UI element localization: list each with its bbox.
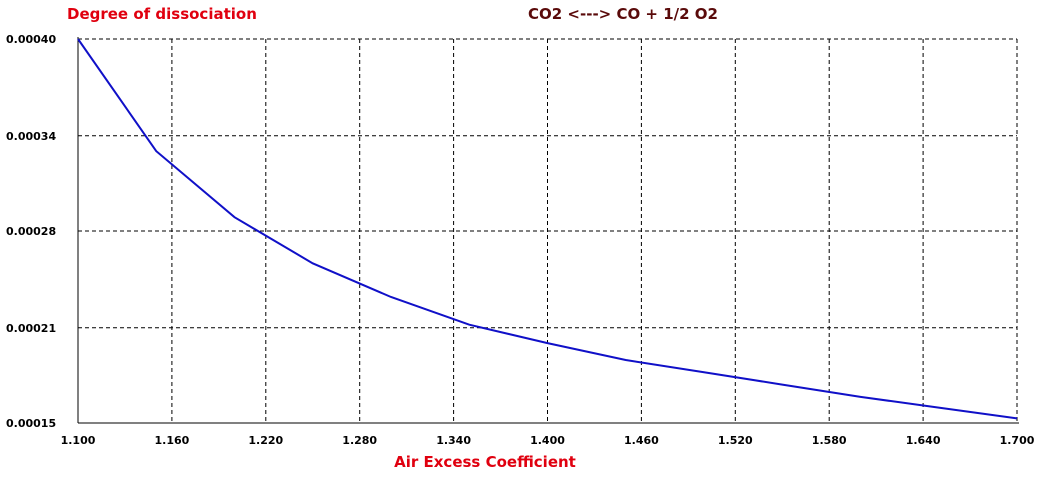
x-tick-label: 1.400 (530, 434, 565, 447)
x-axis-title: Air Excess Coefficient (394, 453, 576, 471)
x-tick-label: 1.460 (624, 434, 659, 447)
x-tick-label: 1.640 (906, 434, 941, 447)
x-tick-label: 1.700 (1000, 434, 1035, 447)
y-tick-label: 0.00028 (6, 225, 56, 238)
x-tick-label: 1.160 (155, 434, 190, 447)
y-axis-title: Degree of dissociation (67, 5, 257, 23)
y-tick-label: 0.00015 (6, 417, 56, 430)
y-tick-label: 0.00040 (6, 33, 56, 46)
series (77, 38, 1018, 420)
x-tick-label: 1.580 (812, 434, 847, 447)
x-tick-labels: 1.100 1.160 1.220 1.280 1.340 1.400 1.460 1.520… (61, 434, 1035, 447)
x-tick-label: 1.220 (248, 434, 283, 447)
x-tick-label: 1.280 (342, 434, 377, 447)
y-tick-labels: 0.00015 0.00021 0.00028 0.00034 0.00040 (6, 33, 56, 430)
grid (78, 38, 1018, 423)
x-tick-label: 1.100 (61, 434, 96, 447)
axes (77, 37, 1019, 424)
chart-title: CO2 <---> CO + 1/2 O2 (528, 5, 718, 23)
series-line (77, 38, 1018, 420)
y-tick-label: 0.00034 (6, 130, 56, 143)
y-tick-label: 0.00021 (6, 322, 56, 335)
x-tick-label: 1.520 (718, 434, 753, 447)
x-tick-label: 1.340 (436, 434, 471, 447)
